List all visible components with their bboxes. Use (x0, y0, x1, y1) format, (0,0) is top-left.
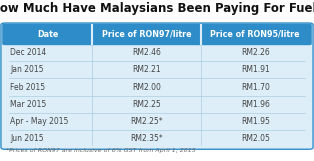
Text: RM2.21: RM2.21 (132, 65, 161, 74)
Text: Price of RON97/litre: Price of RON97/litre (101, 30, 191, 39)
Text: Date: Date (37, 30, 59, 39)
Text: RM2.26: RM2.26 (241, 48, 270, 57)
Text: RM2.00: RM2.00 (132, 82, 161, 91)
Text: *Prices of RON97 are inclusive of 6% GST from April 1, 2015: *Prices of RON97 are inclusive of 6% GST… (6, 148, 196, 153)
Text: RM2.25*: RM2.25* (130, 117, 163, 126)
Text: RM2.46: RM2.46 (132, 48, 161, 57)
Text: Dec 2014: Dec 2014 (10, 48, 46, 57)
Text: Mar 2015: Mar 2015 (10, 100, 46, 109)
Text: RM2.25: RM2.25 (132, 100, 161, 109)
Text: RM1.95: RM1.95 (241, 117, 270, 126)
Text: How Much Have Malaysians Been Paying For Fuel?: How Much Have Malaysians Been Paying For… (0, 2, 314, 15)
FancyBboxPatch shape (1, 23, 313, 149)
Text: Feb 2015: Feb 2015 (10, 82, 46, 91)
Text: RM2.05: RM2.05 (241, 134, 270, 143)
FancyBboxPatch shape (2, 24, 312, 45)
Text: RM1.96: RM1.96 (241, 100, 270, 109)
Text: Price of RON95/litre: Price of RON95/litre (210, 30, 300, 39)
Bar (5, 37, 309, 44)
Text: Apr - May 2015: Apr - May 2015 (10, 117, 69, 126)
Text: RM1.70: RM1.70 (241, 82, 270, 91)
Text: RM1.91: RM1.91 (241, 65, 270, 74)
Text: RM2.35*: RM2.35* (130, 134, 163, 143)
Text: Jun 2015: Jun 2015 (10, 134, 44, 143)
Text: Jan 2015: Jan 2015 (10, 65, 44, 74)
